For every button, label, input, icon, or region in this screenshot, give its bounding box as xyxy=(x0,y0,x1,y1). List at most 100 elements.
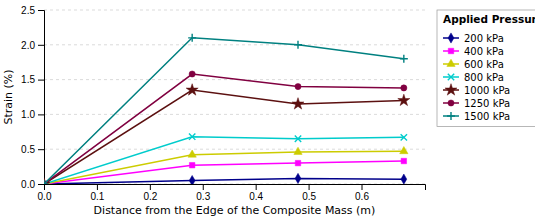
series xyxy=(44,158,407,184)
tick-label: 0.3 xyxy=(196,191,210,202)
point xyxy=(401,134,407,140)
legend-symbol xyxy=(447,112,455,120)
legend-item: 1000 kPa xyxy=(443,84,510,96)
tick-label: 0.2 xyxy=(143,191,157,202)
point xyxy=(401,174,407,184)
tick-label: 2.5 xyxy=(21,5,35,16)
x-axis-title: Distance from the Edge of the Composite … xyxy=(94,204,376,217)
legend-symbol xyxy=(445,84,457,95)
tick-label: 0.1 xyxy=(90,191,104,202)
point xyxy=(44,180,48,184)
legend-label: 400 kPa xyxy=(464,46,504,57)
tick-label: 0.6 xyxy=(355,191,369,202)
legend-item: 1250 kPa xyxy=(443,98,510,109)
tick: 0.5 xyxy=(21,144,44,155)
tick-mark xyxy=(38,10,44,11)
chart: 0.0 0.1 0.2 0.3 0.4 0.5 0.6 0.0 0.5 1.0 1.5 2.0 2.5 D… xyxy=(0,0,535,218)
series-line xyxy=(44,90,404,184)
tick-label: 0.0 xyxy=(38,191,52,202)
legend-item: 400 kPa xyxy=(443,46,504,57)
tick-mark xyxy=(309,184,310,190)
series xyxy=(44,133,407,184)
series-line xyxy=(44,38,404,184)
legend-title: Applied Pressure: xyxy=(443,13,535,25)
tick-mark xyxy=(38,149,44,150)
tick: 1.5 xyxy=(21,74,44,85)
tick-mark xyxy=(150,184,151,190)
tick: 0.2 xyxy=(143,184,157,202)
point xyxy=(295,160,300,165)
legend: Applied Pressure: 200 kPa 400 kPa 600 kPa 80… xyxy=(437,10,535,127)
tick-label: 2.0 xyxy=(21,40,35,51)
point xyxy=(401,158,406,163)
point xyxy=(400,146,408,153)
legend-label: 600 kPa xyxy=(464,59,504,70)
point xyxy=(400,55,408,63)
series xyxy=(44,71,407,184)
legend-item: 1500 kPa xyxy=(443,111,510,122)
y-axis-title: Strain (%) xyxy=(2,69,15,124)
point xyxy=(188,34,196,42)
point xyxy=(401,85,407,91)
point xyxy=(295,136,301,142)
plot-area: 0.0 0.1 0.2 0.3 0.4 0.5 0.6 0.0 0.5 1.0 1.5 2.0 2.5 xyxy=(21,5,425,202)
series-line xyxy=(44,151,404,184)
legend-symbol xyxy=(448,100,454,106)
tick-mark xyxy=(38,114,44,115)
legend-label: 1500 kPa xyxy=(464,111,510,122)
grid-line xyxy=(44,10,425,11)
legend-frame xyxy=(437,10,535,127)
tick: 2.5 xyxy=(21,5,44,16)
legend-item: 600 kPa xyxy=(443,59,504,70)
legend-label: 1250 kPa xyxy=(464,98,510,109)
tick: 0.4 xyxy=(249,184,263,202)
tick-mark xyxy=(38,184,44,185)
tick: 0.3 xyxy=(196,184,210,202)
tick-label: 1.5 xyxy=(21,74,35,85)
point xyxy=(189,133,195,139)
tick-mark xyxy=(38,80,44,81)
point xyxy=(294,147,302,154)
legend-symbol xyxy=(448,74,454,80)
series-line xyxy=(44,178,404,184)
point xyxy=(295,173,301,183)
y-axis: 0.0 0.5 1.0 1.5 2.0 2.5 xyxy=(21,5,44,190)
series xyxy=(44,84,410,184)
tick-label: 0.0 xyxy=(21,179,35,190)
legend-label: 800 kPa xyxy=(464,72,504,83)
series xyxy=(44,34,408,184)
legend-symbol xyxy=(448,48,453,53)
tick-mark xyxy=(97,184,98,190)
tick: 0.0 xyxy=(21,179,44,190)
tick-mark xyxy=(38,45,44,46)
point xyxy=(398,94,410,105)
tick-label: 0.4 xyxy=(249,191,263,202)
series xyxy=(44,146,408,184)
axis-line xyxy=(38,11,45,185)
grid-line xyxy=(44,114,425,115)
point xyxy=(186,84,198,95)
point xyxy=(189,175,195,184)
tick: 2.0 xyxy=(21,40,44,51)
grid-line xyxy=(44,149,425,150)
legend-label: 1000 kPa xyxy=(464,85,510,96)
tick: 1.0 xyxy=(21,109,44,120)
legend-item: 800 kPa xyxy=(443,72,504,83)
tick-label: 0.5 xyxy=(21,144,35,155)
point xyxy=(294,41,302,49)
tick-mark xyxy=(362,184,363,190)
point xyxy=(189,162,194,167)
point xyxy=(188,150,196,157)
point xyxy=(189,71,195,77)
tick-mark xyxy=(203,184,204,190)
tick-label: 1.0 xyxy=(21,109,35,120)
point xyxy=(295,83,301,89)
tick: 0.6 xyxy=(355,184,369,202)
legend-symbol xyxy=(448,33,454,43)
data-layer xyxy=(44,34,410,184)
tick: 0.5 xyxy=(302,184,316,202)
series-line xyxy=(44,74,404,184)
series-line xyxy=(44,161,404,184)
legend-item: 200 kPa xyxy=(443,33,504,44)
legend-label: 200 kPa xyxy=(464,33,504,44)
